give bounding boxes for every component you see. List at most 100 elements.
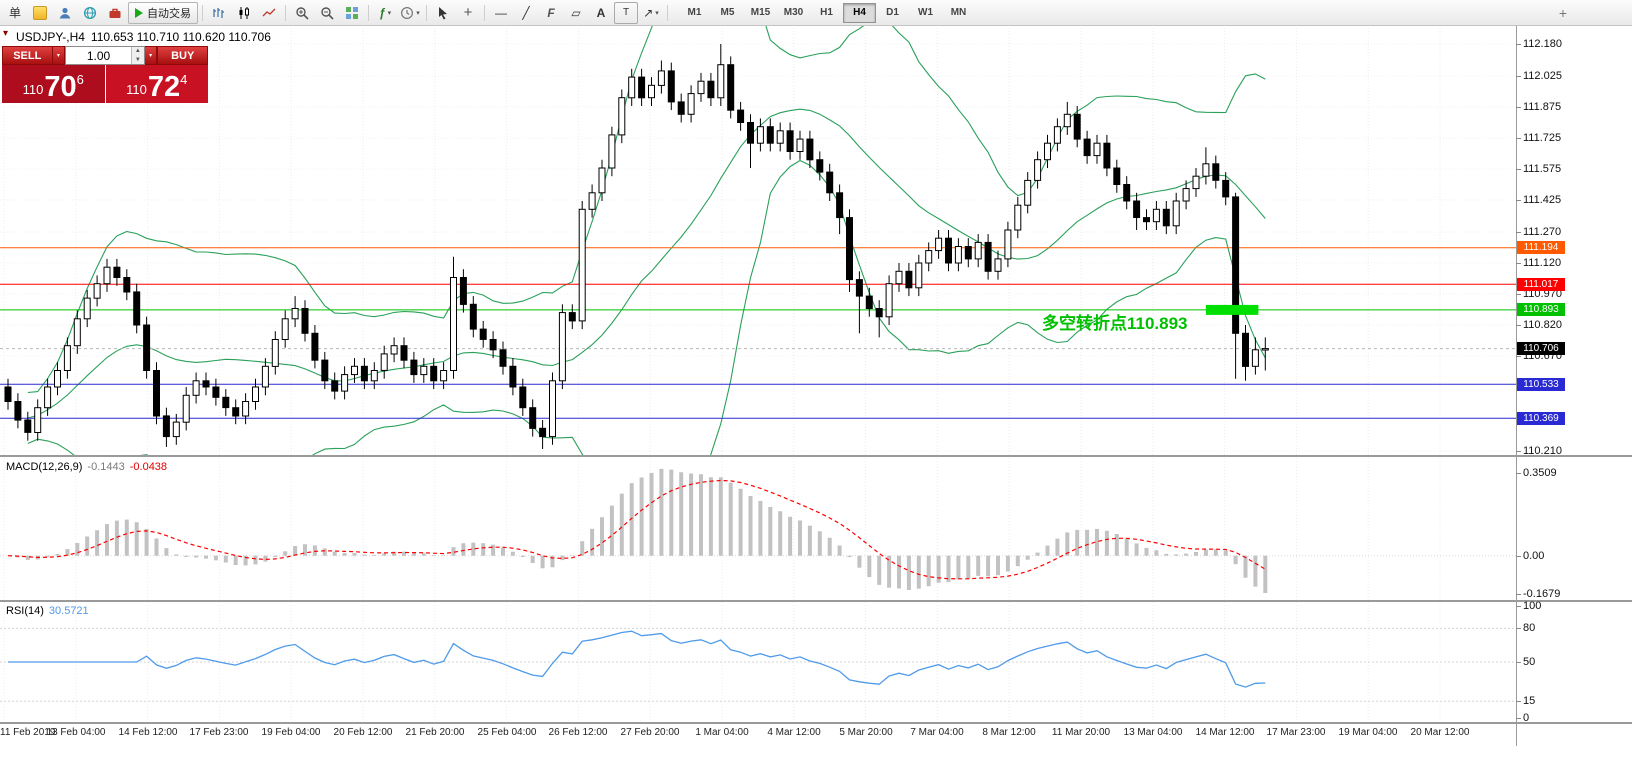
symbol-name: USDJPY-,H4 xyxy=(16,30,85,44)
autotrade-label: 自动交易 xyxy=(147,7,191,20)
text-tool[interactable]: A xyxy=(596,5,606,20)
timeframe-h4-button[interactable]: H4 xyxy=(843,2,876,23)
price-chart-canvas[interactable] xyxy=(0,25,1516,456)
rsi-tick-label: 0 xyxy=(1515,712,1530,724)
indicators-icon: ƒ xyxy=(378,5,386,20)
add-button[interactable]: + xyxy=(1558,4,1568,21)
horizontal-line-tool[interactable]: — xyxy=(495,5,507,20)
time-label: 5 Mar 20:00 xyxy=(839,727,893,738)
autotrade-button[interactable]: 自动交易 xyxy=(128,1,198,24)
time-axis[interactable]: 11 Feb 2019 13 Feb 04:00 14 Feb 12:00 17 Fe… xyxy=(0,727,1632,745)
volume-spinner[interactable]: ▲ ▼ xyxy=(130,47,144,64)
sell-price-pip: 6 xyxy=(76,72,84,87)
toolbox-icon[interactable] xyxy=(103,2,127,24)
rsi-canvas[interactable] xyxy=(0,602,1516,722)
macd-tick-label: 0.3509 xyxy=(1516,467,1557,479)
macd-canvas[interactable] xyxy=(0,458,1516,600)
price-tick-label: 111.725 xyxy=(1515,132,1562,144)
channel-tool[interactable]: ▱ xyxy=(571,5,581,20)
buy-price-big: 72 xyxy=(147,71,181,104)
time-label: 11 Mar 20:00 xyxy=(1051,727,1111,738)
timeframe-m15-button[interactable]: M15 xyxy=(750,7,771,18)
chart-annotation-text: 多空转折点110.893 xyxy=(1042,314,1188,333)
time-label: 7 Mar 04:00 xyxy=(910,727,964,738)
sell-price-button[interactable]: 110 70 6 xyxy=(2,65,105,103)
line-chart-icon[interactable] xyxy=(257,2,281,24)
rsi-tick-label: 100 xyxy=(1515,600,1542,612)
separator xyxy=(667,4,668,21)
web-globe-icon[interactable] xyxy=(78,2,102,24)
tile-windows-icon[interactable] xyxy=(340,2,364,24)
level-price-label: 110.533 xyxy=(1517,378,1565,391)
time-label: 27 Feb 20:00 xyxy=(620,727,680,738)
timeframe-d1-button[interactable]: D1 xyxy=(886,7,899,18)
periods-button[interactable]: ▾ xyxy=(398,2,422,24)
timeframe-w1-button[interactable]: W1 xyxy=(918,7,933,18)
price-tick-label: 111.875 xyxy=(1515,101,1562,113)
toolbar: 单 自动交易 xyxy=(0,0,1632,26)
separator xyxy=(202,4,203,21)
buy-price-prefix: 110 xyxy=(126,82,147,97)
trendline-tool[interactable]: ╱ xyxy=(522,5,530,20)
price-tick-label: 110.820 xyxy=(1516,319,1562,331)
level-price-label: 111.017 xyxy=(1517,278,1565,291)
shapes-tool[interactable]: ↗ ▾ xyxy=(639,2,663,24)
time-label: 4 Mar 12:00 xyxy=(767,727,821,738)
time-label: 8 Mar 12:00 xyxy=(982,727,1036,738)
zoom-out-icon[interactable] xyxy=(315,2,339,24)
crosshair-icon[interactable]: + xyxy=(463,4,473,21)
time-label: 20 Feb 12:00 xyxy=(333,727,393,738)
volume-field[interactable]: 1.00 ▲ ▼ xyxy=(65,46,145,65)
profile-icon[interactable] xyxy=(53,2,77,24)
sell-price-prefix: 110 xyxy=(22,82,44,97)
spin-up-icon[interactable]: ▲ xyxy=(131,47,144,56)
zoom-in-icon[interactable] xyxy=(290,2,314,24)
market-watch-icon[interactable] xyxy=(28,2,52,24)
separator xyxy=(484,4,485,21)
buy-price-button[interactable]: 110 72 4 xyxy=(105,65,208,104)
time-label: 20 Mar 12:00 xyxy=(1410,727,1470,738)
spin-down-icon[interactable]: ▼ xyxy=(131,55,144,64)
chevron-down-icon: ▾ xyxy=(387,9,392,17)
bar-chart-icon[interactable] xyxy=(207,2,231,24)
panel-divider[interactable] xyxy=(0,600,1632,602)
buy-price-pip: 4 xyxy=(180,72,188,87)
time-label: 26 Feb 12:00 xyxy=(548,727,608,738)
buy-button[interactable]: BUY xyxy=(157,46,208,65)
new-order-button[interactable]: 单 xyxy=(8,6,21,20)
timeframe-m1-button[interactable]: M1 xyxy=(687,7,702,18)
separator xyxy=(368,4,369,21)
panel-divider[interactable] xyxy=(0,455,1632,457)
time-label: 19 Mar 04:00 xyxy=(1338,727,1398,738)
timeframe-h1-button[interactable]: H1 xyxy=(820,7,833,18)
one-click-trading-panel: SELL ▾ 1.00 ▲ ▼ ▾ BUY 110 70 6 110 72 4 xyxy=(2,46,208,103)
price-tick-label: 111.425 xyxy=(1515,194,1562,206)
timeframe-m30-button[interactable]: M30 xyxy=(783,7,804,18)
buy-options-caret[interactable]: ▾ xyxy=(144,46,158,65)
timeframe-m5-button[interactable]: M5 xyxy=(720,7,735,18)
separator xyxy=(285,4,286,21)
label-tool[interactable]: T xyxy=(614,1,638,24)
candlestick-chart-icon[interactable] xyxy=(232,2,256,24)
timeframe-mn-button[interactable]: MN xyxy=(950,7,967,18)
fibonacci-tool[interactable]: F xyxy=(547,5,555,20)
rsi-value: 30.5721 xyxy=(48,605,89,617)
level-price-label: 110.369 xyxy=(1517,412,1565,425)
time-label: 13 Mar 04:00 xyxy=(1123,727,1183,738)
time-label: 11 Feb 2019 xyxy=(0,727,56,738)
panel-divider[interactable] xyxy=(0,722,1632,724)
time-label: 14 Feb 12:00 xyxy=(118,727,178,738)
indicators-button[interactable]: ƒ ▾ xyxy=(373,2,397,24)
chart-symbol-label: USDJPY-,H4 110.653 110.710 110.620 110.70… xyxy=(16,30,277,44)
rsi-indicator-label: RSI(14) 30.5721 xyxy=(6,605,94,617)
one-click-toggle-icon[interactable]: ▾ xyxy=(3,28,9,39)
play-icon xyxy=(135,7,143,18)
time-label: 14 Mar 12:00 xyxy=(1195,727,1255,738)
price-axis[interactable]: 112.180 112.025 111.875 111.725 111.575 111.4… xyxy=(1515,25,1632,746)
cursor-icon[interactable] xyxy=(431,2,455,24)
volume-value[interactable]: 1.00 xyxy=(86,48,111,63)
sell-options-caret[interactable]: ▾ xyxy=(52,46,66,65)
macd-main-value: -0.1443 xyxy=(87,461,125,473)
time-label: 17 Feb 23:00 xyxy=(189,727,249,738)
sell-button[interactable]: SELL xyxy=(2,46,53,65)
